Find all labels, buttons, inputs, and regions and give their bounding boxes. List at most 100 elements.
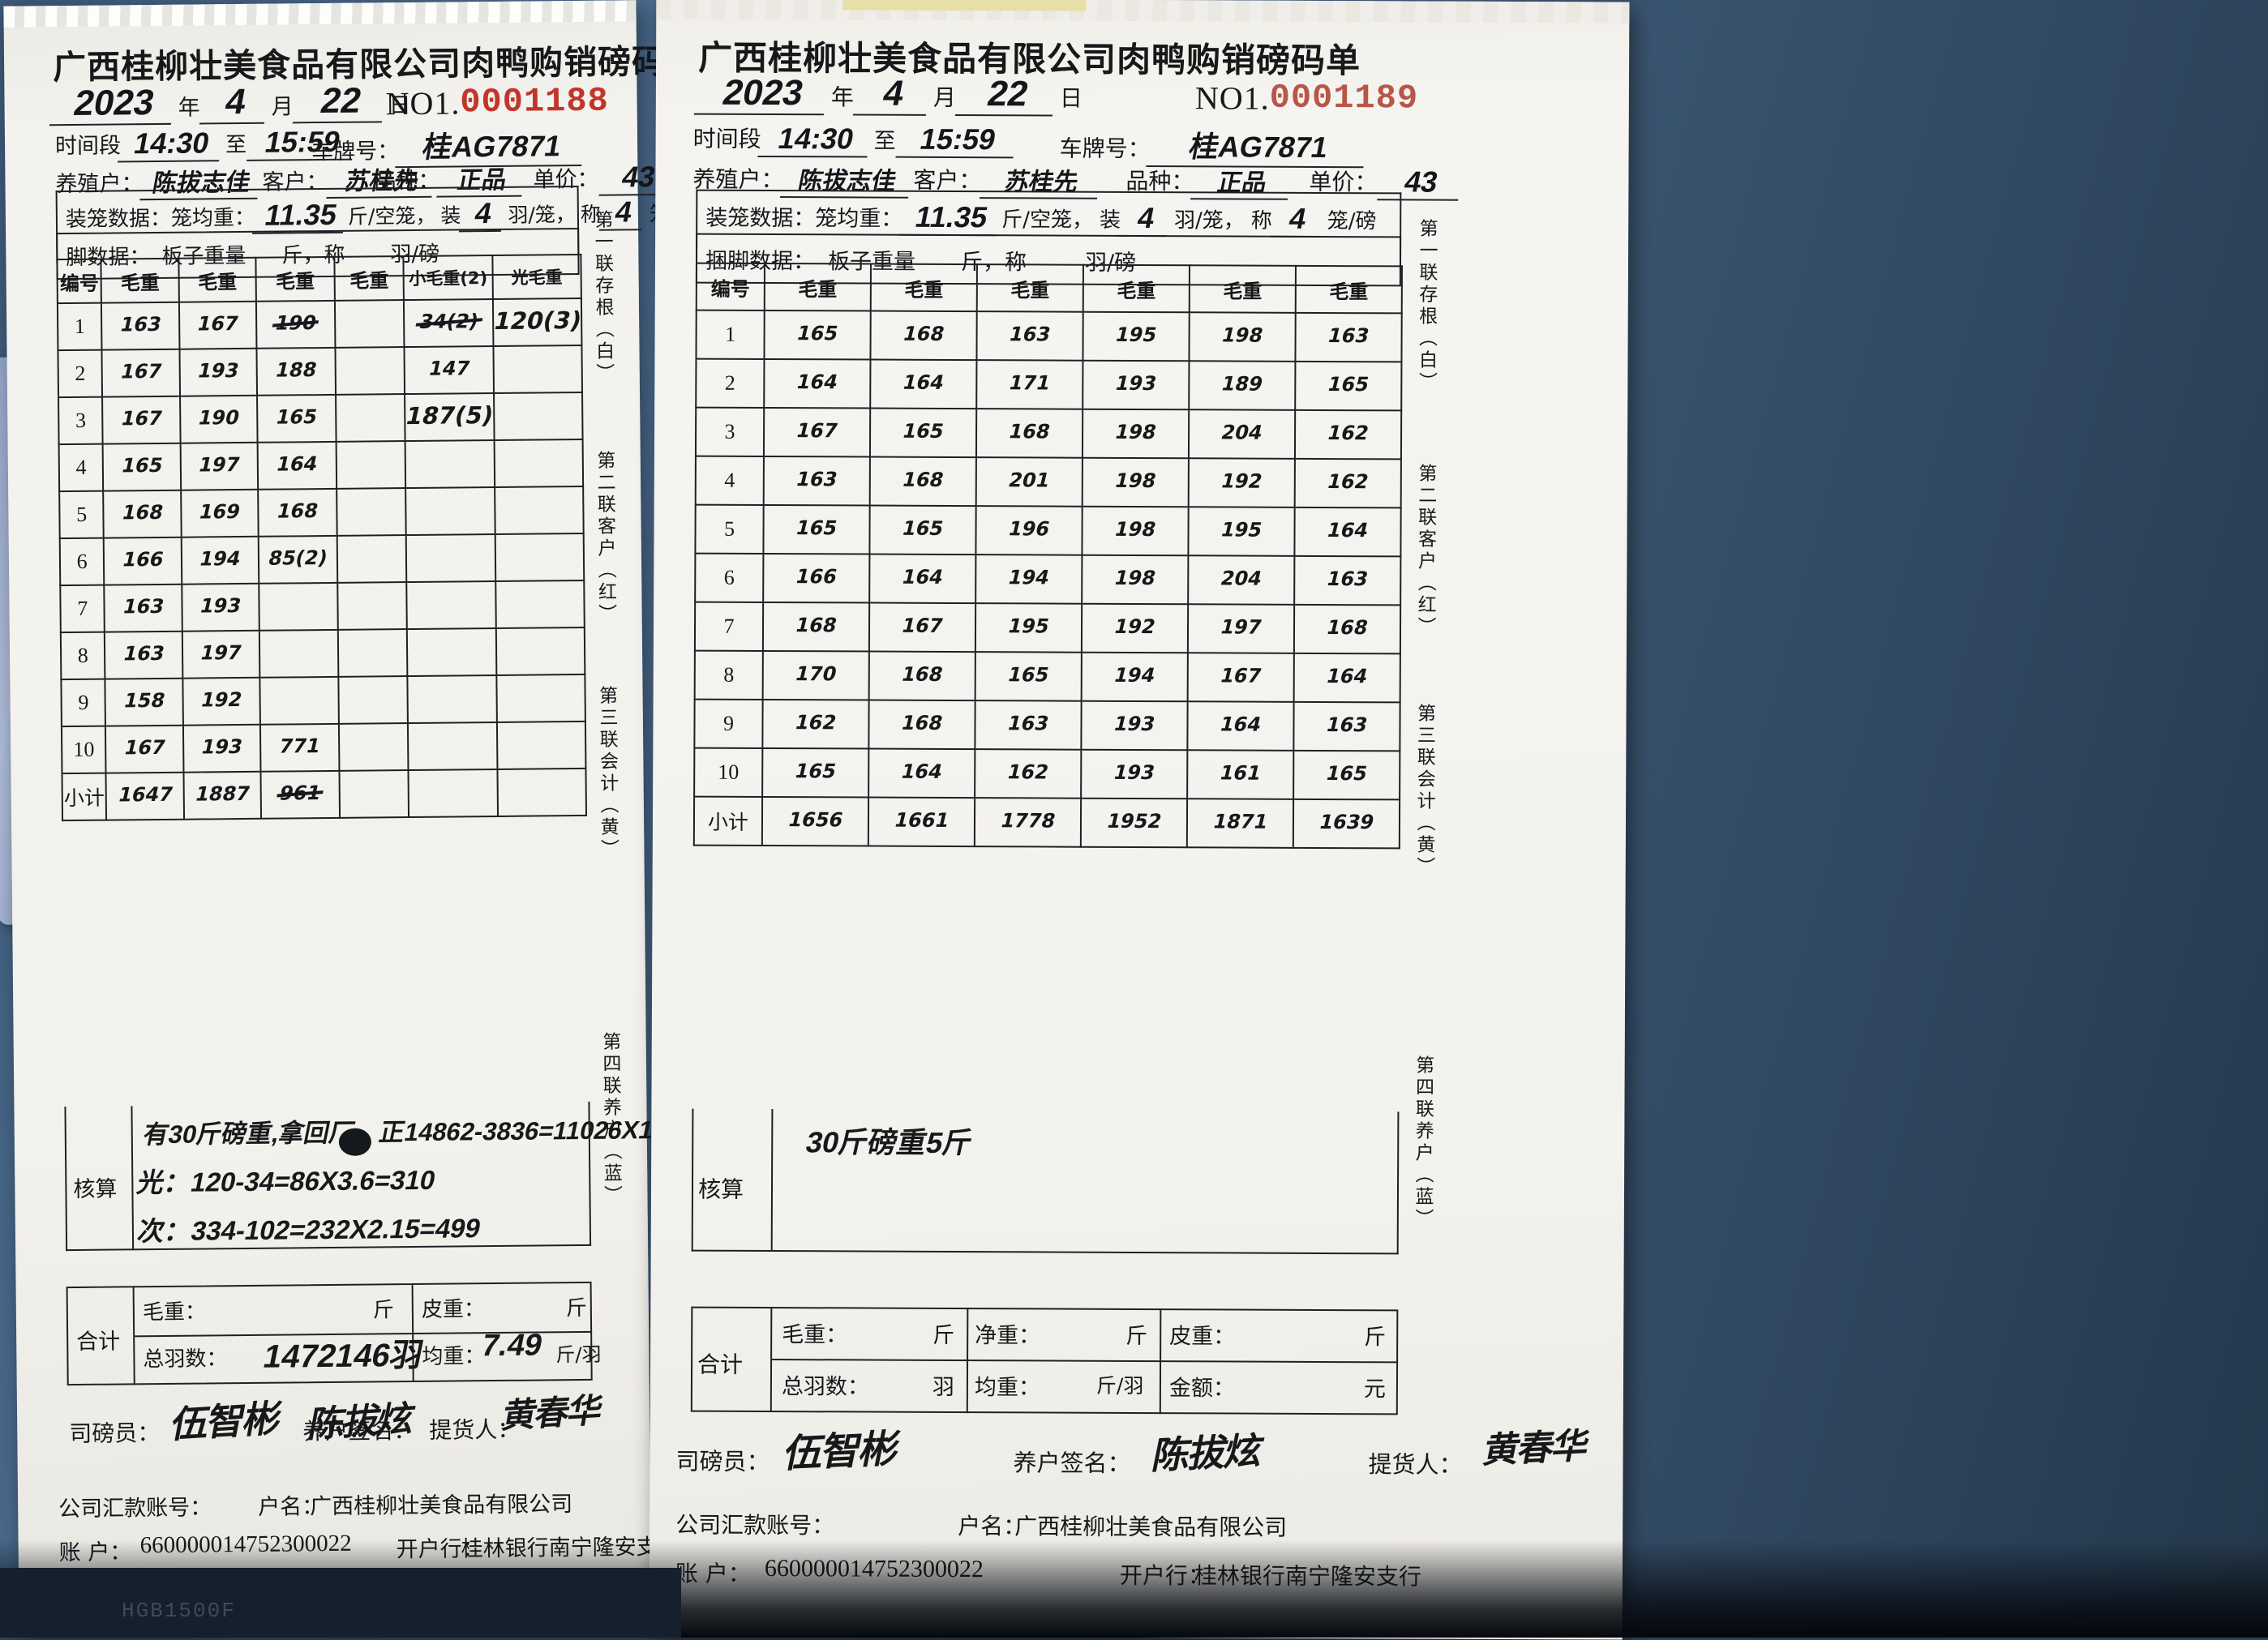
- weight-cell[interactable]: 165: [764, 310, 871, 360]
- weight-cell[interactable]: 168: [870, 310, 977, 361]
- weight-cell[interactable]: 167: [1187, 653, 1294, 702]
- receipt-left[interactable]: 广西桂柳壮美食品有限公司肉鸭购销磅码单 2023 年 4 月 22 日 NO1.…: [3, 0, 700, 1629]
- weight-cell[interactable]: [338, 676, 409, 724]
- weight-cell[interactable]: 190: [179, 395, 258, 443]
- date-day-value-right[interactable]: 22: [954, 74, 1061, 117]
- weight-cell[interactable]: 198: [1189, 312, 1296, 362]
- weight-cell[interactable]: [493, 392, 583, 441]
- accounting-line-1-right[interactable]: 30斤磅重5斤: [803, 1125, 976, 1160]
- weight-cell[interactable]: 165: [869, 505, 976, 555]
- weight-cell[interactable]: 204: [1188, 555, 1295, 605]
- weight-cell[interactable]: 165: [869, 408, 977, 458]
- subtotal-cell[interactable]: 1639: [1293, 799, 1400, 849]
- weight-cell[interactable]: 167: [763, 407, 871, 457]
- weight-cell[interactable]: 168: [1293, 604, 1401, 654]
- farmer-signature-left[interactable]: 陈拔炫: [306, 1398, 417, 1445]
- weight-cell[interactable]: 162: [762, 699, 869, 749]
- weight-cell[interactable]: 164: [868, 748, 975, 799]
- weight-cell[interactable]: [336, 488, 407, 536]
- weight-cell[interactable]: 167: [101, 349, 180, 397]
- weight-cell[interactable]: [408, 722, 498, 771]
- weight-cell[interactable]: 197: [182, 630, 260, 679]
- weight-cell[interactable]: 197: [180, 442, 259, 490]
- weight-cell[interactable]: 158: [105, 678, 183, 726]
- weight-cell[interactable]: 34(2): [404, 299, 494, 348]
- date-month-value-right[interactable]: 4: [852, 73, 935, 116]
- weight-cell[interactable]: 188: [256, 347, 336, 396]
- weight-cell[interactable]: 165: [1293, 750, 1400, 800]
- weight-cell[interactable]: 164: [1294, 507, 1401, 557]
- weight-cell[interactable]: [405, 487, 495, 536]
- weight-cell[interactable]: [405, 440, 495, 489]
- weight-cell[interactable]: 193: [1081, 749, 1188, 799]
- weight-cell[interactable]: [496, 674, 585, 722]
- weight-cell[interactable]: 187(5): [403, 393, 496, 442]
- weight-cell[interactable]: 165: [1295, 361, 1402, 411]
- weight-cell[interactable]: 193: [179, 348, 258, 396]
- avg-weight-value-left[interactable]: 7.49: [478, 1328, 546, 1364]
- weight-cell[interactable]: 190: [256, 300, 336, 349]
- weight-cell[interactable]: 196: [975, 506, 1083, 555]
- subtotal-cell[interactable]: [339, 770, 409, 818]
- weight-cell[interactable]: [335, 394, 406, 442]
- weight-cell[interactable]: 163: [976, 311, 1083, 361]
- weigher-signature-left[interactable]: 伍智彬: [167, 1397, 285, 1446]
- subtotal-cell[interactable]: 1656: [761, 796, 869, 846]
- weight-cell[interactable]: 204: [1188, 409, 1296, 459]
- weight-cell[interactable]: 163: [1295, 312, 1402, 362]
- weight-cell[interactable]: 163: [1294, 555, 1401, 606]
- cage-avg-value-right[interactable]: 11.35: [898, 199, 1004, 237]
- weight-cell[interactable]: 164: [257, 441, 337, 490]
- weight-cell[interactable]: [259, 582, 338, 631]
- weight-cell[interactable]: [496, 721, 586, 769]
- weight-cell[interactable]: 194: [975, 555, 1083, 604]
- time-to-value-right[interactable]: 15:59: [895, 122, 1021, 159]
- weight-cell[interactable]: 771: [260, 723, 340, 772]
- weight-cell[interactable]: 162: [975, 749, 1082, 799]
- weight-cell[interactable]: 167: [868, 602, 976, 653]
- weight-cell[interactable]: 194: [181, 536, 259, 584]
- weight-cell[interactable]: [494, 486, 584, 535]
- weight-cell[interactable]: 163: [763, 456, 870, 506]
- weight-cell[interactable]: [338, 723, 409, 771]
- weight-cell[interactable]: [407, 674, 497, 724]
- weight-cell[interactable]: 198: [1082, 409, 1190, 459]
- receipt-right[interactable]: 广西桂柳壮美食品有限公司肉鸭购销磅码单 2023 年 4 月 22 日 NO1.…: [649, 0, 1630, 1640]
- weight-cell[interactable]: 193: [1081, 700, 1188, 751]
- weight-cell[interactable]: 193: [182, 724, 261, 773]
- weight-cell[interactable]: 168: [868, 651, 975, 701]
- subtotal-cell[interactable]: 1952: [1080, 798, 1188, 848]
- weight-cell[interactable]: 165: [763, 504, 870, 555]
- weight-cell[interactable]: 163: [105, 631, 183, 679]
- weight-cell[interactable]: 170: [762, 650, 869, 700]
- weight-cell[interactable]: 193: [182, 583, 259, 632]
- weight-cell[interactable]: 192: [182, 677, 261, 726]
- plate-value-right[interactable]: 桂AG7871: [1146, 123, 1373, 169]
- picker-signature-left[interactable]: 黄春华: [499, 1390, 605, 1436]
- weight-cell[interactable]: 165: [257, 394, 337, 443]
- subtotal-cell[interactable]: 1887: [183, 771, 262, 820]
- weight-cell[interactable]: 192: [1188, 458, 1295, 507]
- weight-cell[interactable]: 147: [404, 346, 494, 395]
- weight-cell[interactable]: 168: [258, 488, 337, 537]
- weight-cell[interactable]: 168: [869, 456, 976, 507]
- weight-cell[interactable]: 189: [1189, 361, 1296, 410]
- weight-cell[interactable]: [495, 533, 585, 582]
- weight-cell[interactable]: 194: [1081, 652, 1188, 702]
- weight-cell[interactable]: [336, 441, 406, 489]
- subtotal-cell[interactable]: 961: [260, 770, 340, 819]
- weight-cell[interactable]: 162: [1294, 409, 1402, 460]
- date-year-value-right[interactable]: 2023: [693, 72, 833, 116]
- subtotal-cell[interactable]: [408, 769, 498, 818]
- weight-cell[interactable]: 165: [975, 652, 1082, 701]
- weight-cell[interactable]: [259, 629, 339, 678]
- weight-cell[interactable]: 163: [101, 302, 180, 350]
- weight-cell[interactable]: 195: [975, 603, 1083, 653]
- farmer-signature-right[interactable]: 陈拔炫: [1148, 1429, 1267, 1477]
- weight-cell[interactable]: 198: [1082, 457, 1189, 507]
- weight-cell[interactable]: 164: [1293, 653, 1400, 703]
- weight-cell[interactable]: 167: [102, 396, 181, 444]
- weight-cell[interactable]: 165: [762, 747, 869, 798]
- weight-cell[interactable]: 192: [1081, 603, 1189, 653]
- weight-cell[interactable]: 164: [869, 554, 976, 604]
